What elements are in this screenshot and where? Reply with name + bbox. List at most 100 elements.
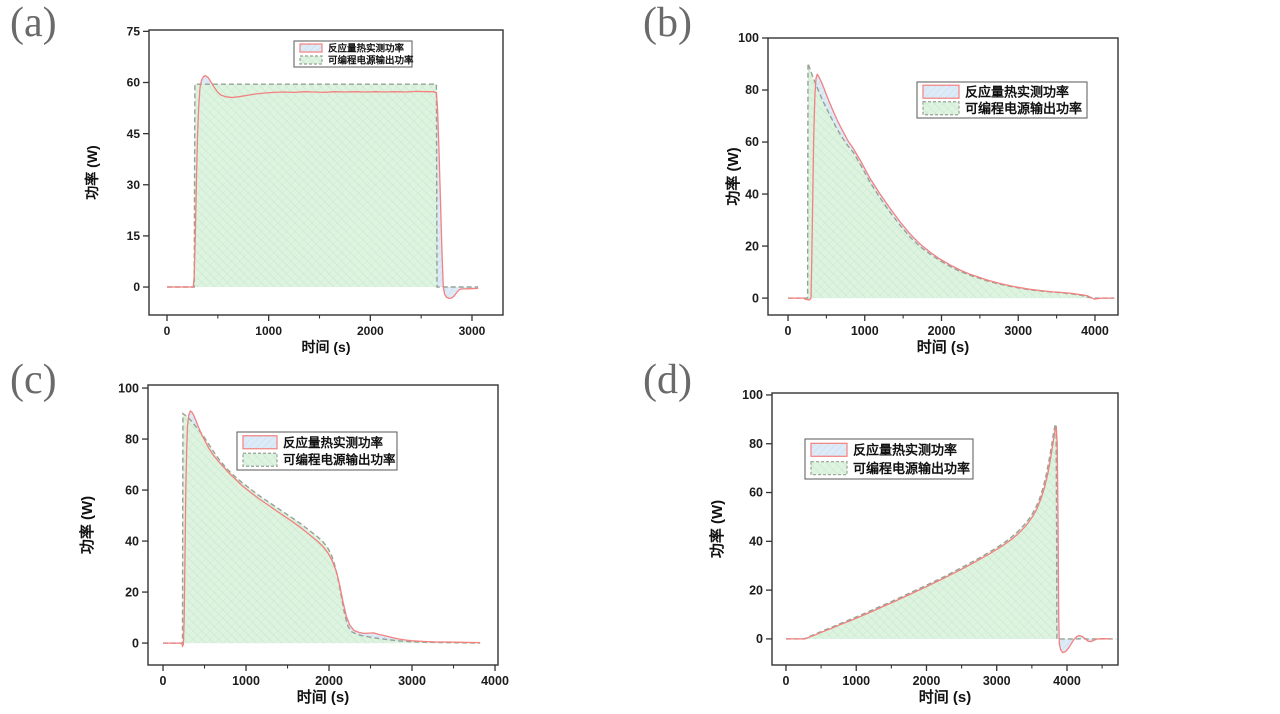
programmed-area xyxy=(786,424,1117,639)
y-tick-label: 40 xyxy=(749,535,763,549)
plot-frame xyxy=(147,384,499,666)
chart-c: 0 1000 2000 3000 4000 0 20 40 60 80 100 时间 (s) 功率 (W… xyxy=(78,381,509,706)
panel-d: 0 1000 2000 3000 4000 0 20 40 60 80 100 时间 (s) 功率 (W… xyxy=(640,357,1280,714)
plot-area xyxy=(163,409,481,648)
programmed-area xyxy=(167,84,479,287)
legend-label: 反应量热实测功率 xyxy=(328,42,405,54)
plot-frame xyxy=(148,29,504,316)
plot-area xyxy=(788,62,1115,301)
x-tick-label: 1000 xyxy=(851,324,879,338)
x-tick-label: 1000 xyxy=(842,674,870,688)
x-axis: 0 1000 2000 3000 xyxy=(164,315,486,338)
y-tick-label: 0 xyxy=(752,291,759,305)
legend-label: 可编程电源输出功率 xyxy=(853,461,970,476)
legend-swatch-measured xyxy=(242,435,278,450)
x-tick-label: 3000 xyxy=(398,674,426,688)
panel-b-letter: (b) xyxy=(643,0,692,46)
x-tick-label: 3000 xyxy=(459,324,486,338)
y-tick-label: 60 xyxy=(125,483,139,497)
x-axis: 0 1000 2000 3000 4000 xyxy=(160,665,509,688)
measured-line xyxy=(167,74,479,299)
y-tick-label: 100 xyxy=(742,388,763,402)
x-axis-label: 时间 (s) xyxy=(297,688,350,706)
y-tick-label: 40 xyxy=(125,534,139,548)
x-tick-label: 0 xyxy=(160,674,167,688)
panel-b: 0 1000 2000 3000 4000 0 20 40 60 80 100 时间 (s) 功率 (W… xyxy=(640,0,1280,357)
x-tick-label: 0 xyxy=(783,674,790,688)
x-tick-label: 3000 xyxy=(1004,324,1032,338)
programmed-line xyxy=(786,422,1117,640)
y-axis-label: 功率 (W) xyxy=(78,496,96,554)
legend-swatch-programmed xyxy=(810,461,848,476)
y-tick-label: 20 xyxy=(125,585,139,599)
plot-frame xyxy=(767,37,1119,316)
x-axis: 0 1000 2000 3000 4000 xyxy=(783,665,1103,688)
chart-b: 0 1000 2000 3000 4000 0 20 40 60 80 100 时间 (s) 功率 (W… xyxy=(724,31,1119,356)
y-tick-label: 80 xyxy=(125,432,139,446)
x-axis-label: 时间 (s) xyxy=(917,338,970,356)
y-tick-label: 20 xyxy=(745,239,759,253)
x-tick-label: 0 xyxy=(164,324,171,338)
chart-a-mount: 0 1000 2000 3000 0 15 30 45 60 75 时间 (s) 功率 (W) 反应量热… xyxy=(0,0,640,357)
x-tick-label: 0 xyxy=(785,324,792,338)
x-tick-label: 3000 xyxy=(983,674,1011,688)
x-tick-label: 4000 xyxy=(481,674,509,688)
legend-swatch-programmed xyxy=(242,452,278,467)
legend-label: 可编程电源输出功率 xyxy=(328,54,414,66)
x-axis-label: 时间 (s) xyxy=(302,339,351,355)
programmed-area xyxy=(163,413,481,644)
y-tick-label: 45 xyxy=(127,127,141,141)
chart-b-mount: 0 1000 2000 3000 4000 0 20 40 60 80 100 时间 (s) 功率 (W… xyxy=(640,0,1280,357)
x-tick-label: 2000 xyxy=(315,674,343,688)
measured-line xyxy=(788,73,1115,301)
plot-frame xyxy=(771,392,1119,666)
panel-a-letter: (a) xyxy=(10,0,57,46)
panel-d-letter: (d) xyxy=(643,357,692,403)
y-axis: 0 20 40 60 80 100 xyxy=(742,388,772,646)
y-tick-label: 0 xyxy=(132,636,139,650)
x-axis-label: 时间 (s) xyxy=(919,688,972,706)
chart-d-mount: 0 1000 2000 3000 4000 0 20 40 60 80 100 时间 (s) 功率 (W… xyxy=(640,357,1280,714)
legend-swatch-programmed xyxy=(922,101,960,116)
y-tick-label: 0 xyxy=(756,632,763,646)
legend-label: 可编程电源输出功率 xyxy=(965,101,1082,116)
panel-c-letter: (c) xyxy=(10,357,57,403)
x-tick-label: 4000 xyxy=(1053,674,1081,688)
legend-swatch-measured xyxy=(810,442,848,457)
y-tick-label: 0 xyxy=(133,280,140,294)
y-axis-label: 功率 (W) xyxy=(724,147,742,205)
y-tick-label: 80 xyxy=(749,437,763,451)
y-axis: 0 15 30 45 60 75 xyxy=(127,25,149,294)
y-axis-label: 功率 (W) xyxy=(708,500,726,558)
x-tick-label: 4000 xyxy=(1081,324,1109,338)
y-tick-label: 20 xyxy=(749,583,763,597)
y-tick-label: 100 xyxy=(738,31,759,45)
panel-a: 0 1000 2000 3000 0 15 30 45 60 75 时间 (s) 功率 (W) 反应量热… xyxy=(0,0,640,357)
x-tick-label: 1000 xyxy=(232,674,260,688)
y-axis-label: 功率 (W) xyxy=(84,145,100,199)
x-tick-label: 2000 xyxy=(357,324,384,338)
x-tick-label: 2000 xyxy=(913,674,941,688)
legend-swatch-programmed xyxy=(299,55,323,65)
legend-swatch-measured xyxy=(922,84,960,99)
legend-label: 可编程电源输出功率 xyxy=(283,452,396,467)
y-tick-label: 75 xyxy=(127,25,141,39)
chart-a: 0 1000 2000 3000 0 15 30 45 60 75 时间 (s) 功率 (W) 反应量热… xyxy=(84,25,504,355)
plot-area xyxy=(786,422,1117,654)
legend-label: 反应量热实测功率 xyxy=(853,442,957,457)
y-tick-label: 30 xyxy=(127,178,141,192)
y-axis: 0 20 40 60 80 100 xyxy=(118,381,148,650)
measured-line xyxy=(786,425,1111,654)
plot-area xyxy=(167,74,479,299)
x-tick-label: 1000 xyxy=(255,324,282,338)
legend-label: 反应量热实测功率 xyxy=(283,435,384,450)
y-tick-label: 40 xyxy=(745,187,759,201)
chart-c-mount: 0 1000 2000 3000 4000 0 20 40 60 80 100 时间 (s) 功率 (W… xyxy=(0,357,640,714)
panel-c: 0 1000 2000 3000 4000 0 20 40 60 80 100 时间 (s) 功率 (W… xyxy=(0,357,640,714)
y-tick-label: 100 xyxy=(118,381,139,395)
y-tick-label: 60 xyxy=(127,76,141,90)
